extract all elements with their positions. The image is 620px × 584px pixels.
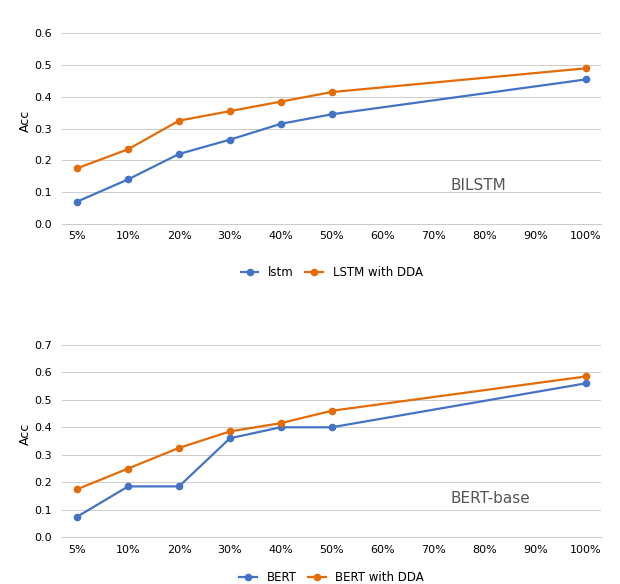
Text: BERT-base: BERT-base	[450, 491, 530, 506]
BERT	[582, 380, 590, 387]
lstm	[175, 151, 183, 158]
Line: BERT: BERT	[74, 380, 589, 520]
BERT with DDA	[175, 444, 183, 451]
Legend: lstm, LSTM with DDA: lstm, LSTM with DDA	[236, 262, 427, 284]
BERT with DDA	[226, 428, 234, 435]
BERT with DDA	[277, 420, 285, 427]
LSTM with DDA	[277, 98, 285, 105]
lstm	[226, 136, 234, 143]
Legend: BERT, BERT with DDA: BERT, BERT with DDA	[234, 566, 429, 584]
BERT	[277, 424, 285, 431]
lstm	[328, 111, 335, 118]
BERT	[226, 434, 234, 442]
Line: LSTM with DDA: LSTM with DDA	[74, 65, 589, 171]
BERT	[125, 483, 132, 490]
lstm	[582, 76, 590, 83]
LSTM with DDA	[74, 165, 81, 172]
Y-axis label: Acc: Acc	[19, 423, 32, 445]
LSTM with DDA	[175, 117, 183, 124]
Y-axis label: Acc: Acc	[19, 110, 32, 132]
Text: BILSTM: BILSTM	[450, 178, 506, 193]
BERT	[328, 424, 335, 431]
BERT	[74, 513, 81, 520]
BERT with DDA	[328, 407, 335, 414]
LSTM with DDA	[328, 89, 335, 96]
lstm	[74, 198, 81, 205]
lstm	[125, 176, 132, 183]
LSTM with DDA	[582, 65, 590, 72]
LSTM with DDA	[125, 145, 132, 152]
lstm	[277, 120, 285, 127]
BERT with DDA	[125, 465, 132, 472]
LSTM with DDA	[226, 107, 234, 114]
BERT	[175, 483, 183, 490]
BERT with DDA	[582, 373, 590, 380]
Line: lstm: lstm	[74, 77, 589, 204]
Line: BERT with DDA: BERT with DDA	[74, 373, 589, 492]
BERT with DDA	[74, 486, 81, 493]
